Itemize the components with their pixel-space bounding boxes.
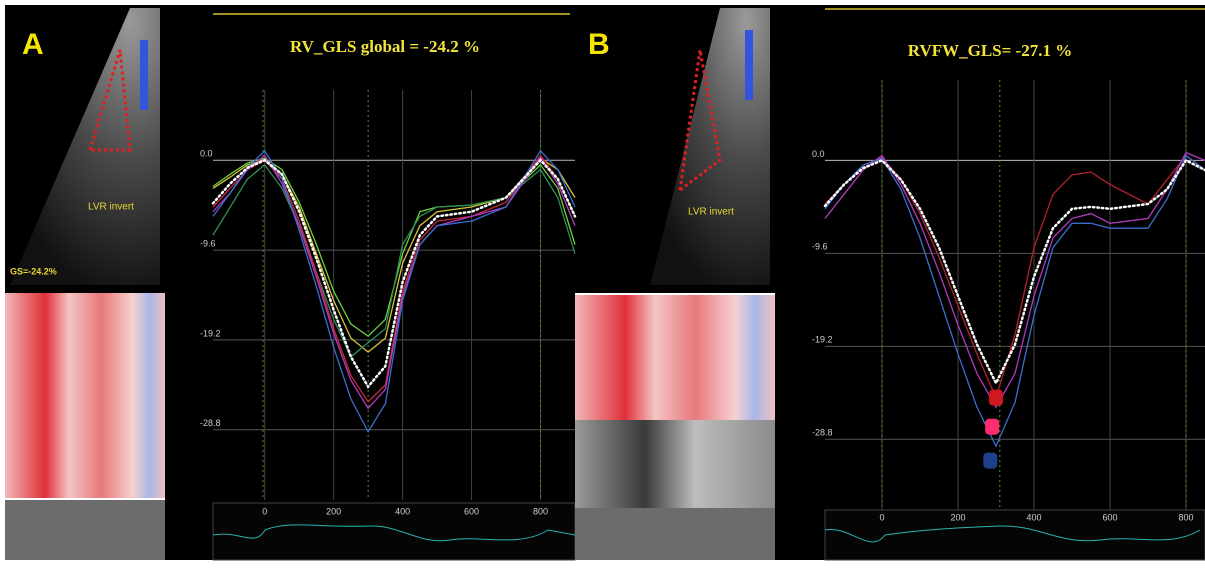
y-tick-label: -9.6 [200,238,216,248]
y-tick-label: 0.0 [200,149,213,159]
peak-marker [989,390,1003,406]
strain-map [575,295,775,420]
strain-map [5,293,165,498]
x-tick-label: 0 [262,506,267,516]
image-caption: LVR invert [688,207,734,218]
color-scale [140,40,148,110]
panel-label: B [588,28,610,61]
color-scale [745,30,753,100]
x-tick-label: 400 [1026,512,1041,522]
chart-title: RV_GLS global = -24.2 % [290,37,480,56]
image-caption: LVR invert [88,202,134,213]
chart-bg [775,5,1205,560]
x-tick-label: 800 [533,506,548,516]
peak-marker [983,453,997,469]
strain-map-gray [575,420,775,508]
x-tick-label: 0 [879,512,884,522]
y-tick-label: -9.6 [812,242,828,252]
y-tick-label: -28.8 [200,418,221,428]
chart-bg [165,5,575,560]
x-tick-label: 400 [395,506,410,516]
x-tick-label: 200 [950,512,965,522]
panel-label: A [22,28,44,61]
peak-marker [985,419,999,435]
m-mode [5,500,165,560]
y-tick-label: -28.8 [812,428,833,438]
y-tick-label: -19.2 [200,328,221,338]
x-tick-label: 800 [1178,512,1193,522]
x-tick-label: 600 [1102,512,1117,522]
m-mode [575,508,775,560]
y-tick-label: -19.2 [812,335,833,345]
ecg-strip [213,503,575,560]
global-strain: GS=-24.2% [10,266,57,276]
chart-title: RVFW_GLS= -27.1 % [908,41,1072,60]
y-tick-label: 0.0 [812,149,825,159]
figure: A LVR invert GS=-24.2% B LVR invert RV_G… [0,0,1205,564]
x-tick-label: 200 [326,506,341,516]
x-tick-label: 600 [464,506,479,516]
